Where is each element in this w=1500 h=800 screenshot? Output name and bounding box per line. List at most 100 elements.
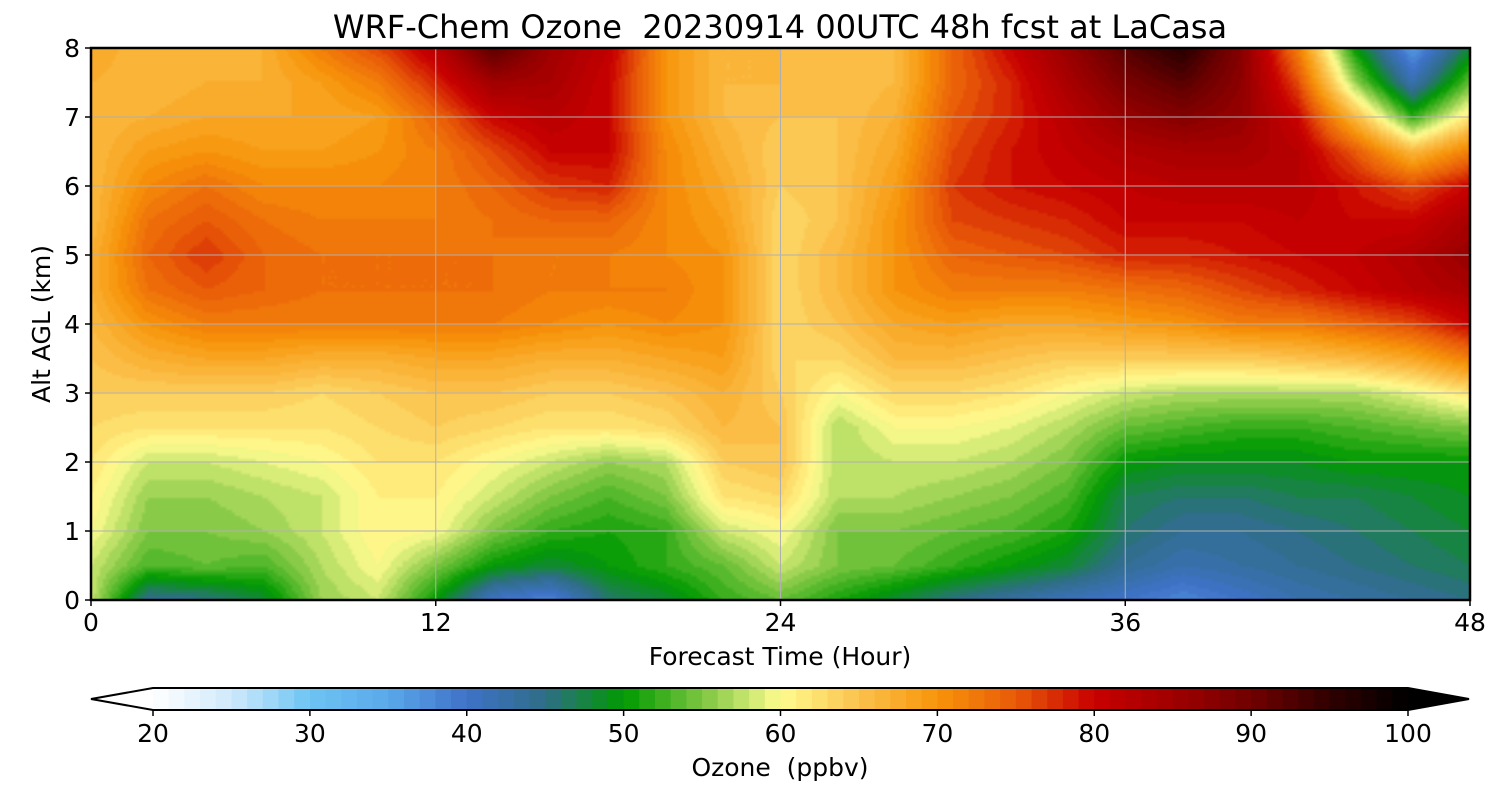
colorbar-cell — [341, 688, 358, 710]
y-tick-label: 1 — [64, 517, 80, 546]
colorbar-cell — [749, 688, 766, 710]
colorbar-cell — [984, 688, 1001, 710]
colorbar-cell — [702, 688, 719, 710]
colorbar-cell — [1266, 688, 1284, 710]
colorbar-cell — [231, 688, 248, 710]
colorbar-extend-low — [91, 688, 153, 710]
colorbar-cell — [811, 688, 829, 710]
colorbar-cell — [1188, 688, 1205, 710]
colorbar-cell — [937, 688, 954, 710]
colorbar-cell — [1298, 688, 1315, 710]
colorbar-cell — [498, 688, 515, 710]
colorbar-cell — [874, 688, 891, 710]
colorbar-cell — [466, 688, 484, 710]
y-axis-label: Alt AGL (km) — [27, 245, 56, 403]
colorbar-cell — [639, 688, 656, 710]
colorbar-cell — [890, 688, 907, 710]
colorbar-cell — [168, 688, 185, 710]
colorbar-cell — [686, 688, 703, 710]
colorbar-cell — [1031, 688, 1048, 710]
colorbar-cell — [1172, 688, 1189, 710]
y-tick-label: 2 — [64, 448, 80, 477]
colorbar-cell — [953, 688, 970, 710]
colorbar-extend-high — [1408, 688, 1469, 710]
y-tick-label: 4 — [64, 310, 80, 339]
colorbar-cell — [247, 688, 264, 710]
colorbar-cell — [796, 688, 813, 710]
colorbar-cell — [1282, 688, 1299, 710]
colorbar-cell — [1313, 688, 1331, 710]
colorbar-cell — [576, 688, 593, 710]
colorbar: 20 30 40 50 60 70 80 90 100 Ozone (ppbv) — [90, 687, 1470, 782]
colorbar-cell — [592, 688, 609, 710]
colorbar-cell — [435, 688, 452, 710]
x-tick-label: 0 — [83, 608, 99, 637]
colorbar-cell — [388, 688, 405, 710]
colorbar-cell — [717, 688, 735, 710]
colorbar-cell — [513, 688, 531, 710]
colorbar-ticks: 20 30 40 50 60 70 80 90 100 — [137, 710, 1432, 748]
colorbar-cell — [1360, 688, 1378, 710]
colorbar-cell — [529, 688, 546, 710]
colorbar-cell — [1094, 688, 1111, 710]
x-tick-label: 48 — [1454, 608, 1486, 637]
x-axis: 0 12 24 36 48 — [83, 600, 1486, 637]
colorbar-cell — [309, 688, 327, 710]
colorbar-cell — [623, 688, 640, 710]
colorbar-cell — [404, 688, 421, 710]
colorbar-cell — [1125, 688, 1142, 710]
colorbar-cell — [325, 688, 342, 710]
colorbar-cell — [1392, 688, 1409, 710]
colorbar-cell — [419, 688, 436, 710]
y-axis: 0 1 2 3 4 5 6 7 8 — [64, 34, 91, 615]
colorbar-cell — [607, 688, 625, 710]
colorbar-cell — [843, 688, 860, 710]
x-tick-label: 12 — [420, 608, 452, 637]
colorbar-cell — [1376, 688, 1393, 710]
colorbar-cell — [482, 688, 499, 710]
colorbar-cell — [356, 688, 374, 710]
colorbar-cell — [764, 688, 782, 710]
y-tick-label: 0 — [64, 586, 80, 615]
colorbar-cell — [278, 688, 295, 710]
colorbar-cell — [1047, 688, 1064, 710]
colorbar-tick-label: 80 — [1078, 719, 1110, 748]
colorbar-cell — [906, 688, 923, 710]
x-tick-label: 36 — [1109, 608, 1141, 637]
colorbar-cell — [1219, 688, 1237, 710]
colorbar-cell — [827, 688, 844, 710]
x-axis-label: Forecast Time (Hour) — [649, 642, 912, 671]
colorbar-cell — [262, 688, 280, 710]
chart-title: WRF-Chem Ozone 20230914 00UTC 48h fcst a… — [333, 8, 1227, 46]
colorbar-cell — [560, 688, 578, 710]
colorbar-cell — [968, 688, 986, 710]
colorbar-cell — [733, 688, 750, 710]
y-tick-label: 5 — [64, 241, 80, 270]
colorbar-cell — [200, 688, 217, 710]
colorbar-tick-label: 50 — [608, 719, 640, 748]
colorbar-tick-label: 100 — [1384, 719, 1432, 748]
y-tick-label: 3 — [64, 379, 80, 408]
colorbar-cell — [858, 688, 876, 710]
colorbar-cells — [153, 688, 1409, 710]
colorbar-cell — [1235, 688, 1252, 710]
colorbar-cell — [1251, 688, 1268, 710]
colorbar-cell — [1141, 688, 1158, 710]
colorbar-tick-label: 90 — [1235, 719, 1267, 748]
colorbar-cell — [153, 688, 170, 710]
colorbar-tick-label: 40 — [451, 719, 483, 748]
colorbar-cell — [655, 688, 672, 710]
colorbar-cell — [1062, 688, 1080, 710]
x-tick-label: 24 — [765, 608, 797, 637]
colorbar-label: Ozone (ppbv) — [691, 753, 868, 782]
colorbar-tick-label: 20 — [137, 719, 169, 748]
colorbar-cell — [372, 688, 389, 710]
colorbar-cell — [1078, 688, 1095, 710]
colorbar-cell — [215, 688, 233, 710]
y-tick-label: 8 — [64, 34, 80, 63]
colorbar-cell — [1329, 688, 1346, 710]
colorbar-cell — [1109, 688, 1127, 710]
colorbar-cell — [921, 688, 938, 710]
colorbar-cell — [670, 688, 687, 710]
colorbar-cell — [451, 688, 468, 710]
